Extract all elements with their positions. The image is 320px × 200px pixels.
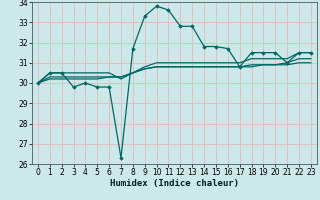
X-axis label: Humidex (Indice chaleur): Humidex (Indice chaleur) (110, 179, 239, 188)
